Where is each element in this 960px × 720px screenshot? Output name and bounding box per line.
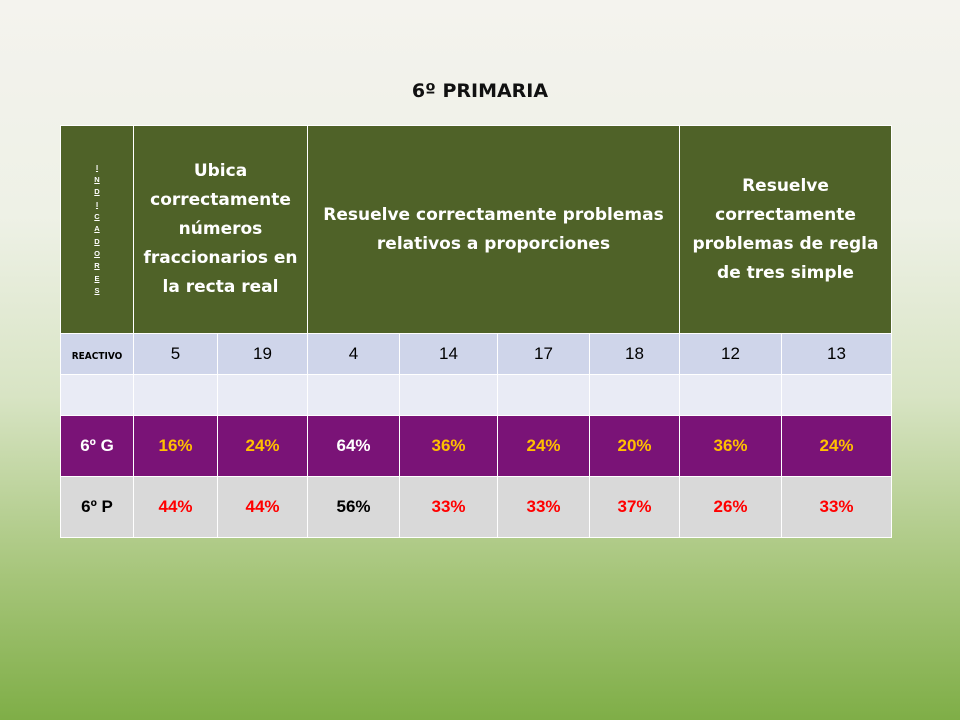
percent-cell: 44% bbox=[133, 476, 218, 538]
page-title: 6º PRIMARIA bbox=[411, 80, 549, 102]
reactivo-cell: 18 bbox=[589, 333, 680, 375]
header-col1-text: Ubica correctamente números fraccionario… bbox=[143, 161, 298, 297]
empty-cell bbox=[589, 374, 680, 416]
indicadores-letter: C bbox=[94, 212, 100, 222]
reactivo-cell: 12 bbox=[679, 333, 782, 375]
header-col-regla-tres: Resuelve correctamente problemas de regl… bbox=[679, 125, 892, 334]
percent-cell: 56% bbox=[307, 476, 400, 538]
reactivo-cell: 14 bbox=[399, 333, 498, 375]
indicadores-letter: I bbox=[95, 162, 99, 172]
reactivo-cell: 4 bbox=[307, 333, 400, 375]
indicadores-letter: D bbox=[94, 236, 100, 246]
percent-cell: 37% bbox=[589, 476, 680, 538]
percent-cell: 24% bbox=[781, 415, 892, 477]
empty-row bbox=[60, 374, 892, 416]
empty-cell bbox=[679, 374, 782, 416]
header-col-fracciones: Ubica correctamente números fraccionario… bbox=[133, 125, 308, 334]
row-label-6p: 6º P bbox=[60, 476, 134, 538]
header-col2-text: Resuelve correctamente problemas relativ… bbox=[323, 204, 664, 254]
percent-cell: 33% bbox=[781, 476, 892, 538]
reactivo-cell: 19 bbox=[217, 333, 308, 375]
empty-cell bbox=[60, 374, 134, 416]
reactivo-cell: 17 bbox=[497, 333, 590, 375]
indicadores-letter: S bbox=[94, 285, 100, 295]
row-6p: 6º P 44% 44% 56% 33% 33% 37% 26% 33% bbox=[60, 476, 892, 538]
reactivo-row: REACTIVO 5 19 4 14 17 18 12 13 bbox=[60, 333, 892, 375]
percent-cell: 36% bbox=[679, 415, 782, 477]
empty-cell bbox=[781, 374, 892, 416]
row-6g: 6º G 16% 24% 64% 36% 24% 20% 36% 24% bbox=[60, 415, 892, 477]
percent-cell: 24% bbox=[217, 415, 308, 477]
empty-cell bbox=[217, 374, 308, 416]
percent-cell: 33% bbox=[399, 476, 498, 538]
indicadores-letter: R bbox=[94, 261, 100, 271]
header-col-proporciones: Resuelve correctamente problemas relativ… bbox=[307, 125, 680, 334]
percent-cell: 33% bbox=[497, 476, 590, 538]
reactivo-cell: 5 bbox=[133, 333, 218, 375]
indicadores-letter: D bbox=[94, 187, 100, 197]
percent-cell: 20% bbox=[589, 415, 680, 477]
percent-cell: 64% bbox=[307, 415, 400, 477]
indicadores-letter: N bbox=[94, 175, 100, 185]
percent-cell: 26% bbox=[679, 476, 782, 538]
empty-cell bbox=[497, 374, 590, 416]
percent-cell: 36% bbox=[399, 415, 498, 477]
empty-cell bbox=[133, 374, 218, 416]
reactivo-label: REACTIVO bbox=[60, 333, 134, 375]
indicadores-letter: A bbox=[94, 224, 100, 234]
indicadores-letter: E bbox=[94, 273, 100, 283]
empty-cell bbox=[399, 374, 498, 416]
indicadores-letter: O bbox=[94, 248, 100, 258]
reactivo-cell: 13 bbox=[781, 333, 892, 375]
percent-cell: 16% bbox=[133, 415, 218, 477]
header-col3-text: Resuelve correctamente problemas de regl… bbox=[692, 175, 879, 283]
percent-cell: 24% bbox=[497, 415, 590, 477]
empty-cell bbox=[307, 374, 400, 416]
row-label-6g: 6º G bbox=[60, 415, 134, 477]
indicadores-letter: I bbox=[95, 199, 99, 209]
percent-cell: 44% bbox=[217, 476, 308, 538]
